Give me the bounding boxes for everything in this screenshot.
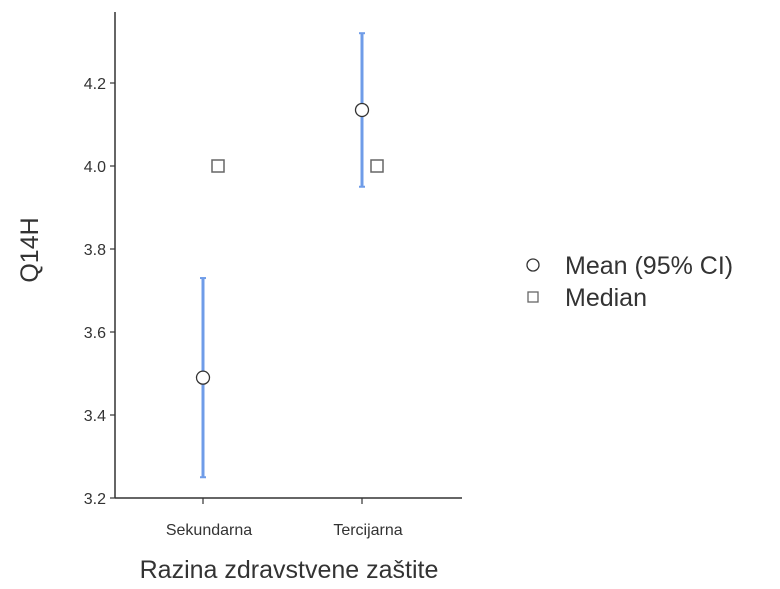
x-tick-label: Tercijarna	[333, 522, 402, 539]
legend-median-marker	[527, 291, 539, 303]
y-tick-label: 3.2	[84, 491, 106, 508]
plot-marks	[195, 32, 384, 479]
y-axis-ticks: 3.2 3.4 3.6 3.8 4.0 4.2	[84, 76, 115, 508]
legend-mean-marker	[526, 258, 540, 272]
y-tick-label: 3.4	[84, 408, 106, 425]
y-tick-label: 3.6	[84, 325, 106, 342]
legend: Mean (95% CI) Median	[526, 252, 733, 312]
x-tick-label: Sekundarna	[166, 522, 252, 539]
y-tick-label: 4.0	[84, 159, 106, 176]
x-axis-title: Razina zdravstvene zaštite	[140, 556, 439, 584]
mean-point	[195, 370, 211, 385]
median-point	[370, 159, 384, 173]
legend-median-label: Median	[565, 284, 647, 312]
axes	[114, 12, 462, 499]
x-axis-ticks: Sekundarna Tercijarna	[166, 498, 403, 539]
median-point	[211, 159, 225, 173]
y-tick-label: 3.8	[84, 242, 106, 259]
legend-mean-label: Mean (95% CI)	[565, 252, 733, 280]
mean-point	[354, 102, 370, 118]
y-tick-label: 4.2	[84, 76, 106, 93]
y-axis-title: Q14H	[16, 217, 44, 282]
